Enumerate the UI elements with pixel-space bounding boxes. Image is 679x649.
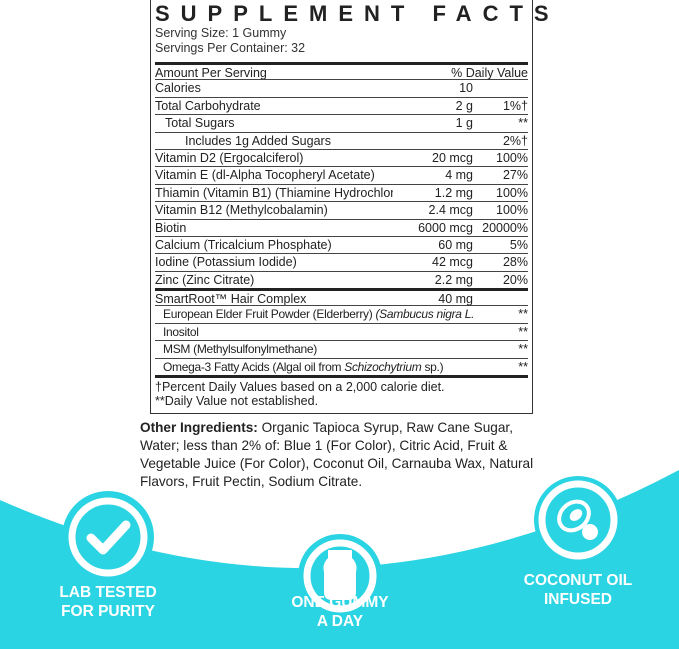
badge-gummy-circle bbox=[298, 534, 382, 618]
footnote-dv: †Percent Daily Values based on a 2,000 c… bbox=[155, 380, 445, 395]
nutrient-row: Iodine (Potassium Iodide) 42 mcg 28% bbox=[155, 253, 528, 270]
nutrient-row: Biotin 6000 mcg 20000% bbox=[155, 218, 528, 236]
dv-header: % Daily Value bbox=[451, 66, 528, 80]
complex-name: SmartRoot™ Hair Complex bbox=[155, 292, 307, 306]
nutrient-dv: 100% bbox=[496, 203, 528, 218]
badge-line: LAB TESTED bbox=[59, 584, 157, 601]
gummy-bear-icon bbox=[323, 550, 357, 600]
nutrient-amount: 6000 mcg bbox=[418, 220, 473, 235]
nutrient-amount: 42 mcg bbox=[432, 255, 473, 270]
nutrient-dv: 28% bbox=[502, 255, 528, 270]
complex-item-name: Inositol bbox=[163, 324, 199, 339]
badge-lab-tested-circle bbox=[62, 491, 154, 583]
nutrient-dv: 100% bbox=[496, 185, 528, 200]
badge-line: ONE GUMMY bbox=[291, 594, 389, 611]
complex-item-row: MSM (Methylsulfonylmethane) ** bbox=[155, 340, 528, 357]
nutrient-amount: 2.2 mg bbox=[434, 272, 473, 287]
complex-item-name: European Elder Fruit Powder (Elderberry)… bbox=[163, 307, 473, 322]
checkmark-icon bbox=[86, 520, 131, 555]
badge-line: A DAY bbox=[316, 613, 364, 630]
badge-coconut-circle bbox=[534, 476, 622, 564]
nutrient-row: Calories 10 bbox=[155, 79, 528, 96]
nutrient-amount bbox=[393, 133, 473, 149]
complex-item-row: Inositol ** bbox=[155, 322, 528, 340]
nutrient-row: Thiamin (Vitamin B1) (Thiamine Hydrochlo… bbox=[155, 183, 528, 201]
nutrient-amount: 1 g bbox=[455, 116, 473, 131]
nutrient-name: Thiamin (Vitamin B1) (Thiamine Hydrochlo… bbox=[155, 185, 393, 200]
servings-per-container: Servings Per Container: 32 bbox=[155, 41, 306, 55]
nutrient-name: Vitamin B12 (Methylcobalamin) bbox=[155, 203, 328, 218]
badge-coconut-oil: COCONUT OIL INFUSED bbox=[508, 571, 648, 609]
nutrient-row: Total Carbohydrate 2 g 1%† bbox=[155, 96, 528, 114]
nutrient-amount: 2 g bbox=[455, 98, 473, 113]
nutrient-name: Calories bbox=[155, 81, 201, 96]
nutrient-row: Calcium (Tricalcium Phosphate) 60 mg 5% bbox=[155, 235, 528, 253]
nutrient-name: Total Sugars bbox=[165, 116, 235, 131]
badge-line: FOR PURITY bbox=[61, 603, 155, 620]
other-ingredients-text: Organic Tapioca Syrup, Raw Cane Sugar, W… bbox=[140, 420, 534, 489]
nutrient-row: Vitamin B12 (Methylcobalamin) 2.4 mcg 100% bbox=[155, 201, 528, 218]
nutrient-dv: ** bbox=[518, 116, 528, 131]
complex-amount: 40 mg bbox=[438, 292, 473, 307]
nutrient-dv: 1%† bbox=[502, 98, 528, 113]
footnote-not-established: **Daily Value not established. bbox=[155, 394, 319, 409]
nutrient-amount: 60 mg bbox=[438, 237, 473, 252]
nutrient-amount: 10 bbox=[459, 81, 473, 96]
nutrient-name: Iodine (Potassium Iodide) bbox=[155, 255, 297, 270]
panel-title: SUPPLEMENT FACTS bbox=[155, 1, 560, 26]
nutrient-name: Zinc (Zinc Citrate) bbox=[155, 272, 255, 287]
complex-item-name: Omega-3 Fatty Acids (Algal oil from Schi… bbox=[163, 359, 444, 374]
coconut-icon bbox=[557, 499, 598, 540]
complex-item-dv: ** bbox=[518, 342, 528, 357]
other-ingredients-label: Other Ingredients: bbox=[140, 420, 258, 435]
badge-line: INFUSED bbox=[543, 591, 613, 608]
nutrient-dv: 100% bbox=[496, 150, 528, 165]
nutrient-amount: 1.2 mg bbox=[434, 185, 473, 200]
serving-size: Serving Size: 1 Gummy bbox=[155, 26, 287, 40]
nutrient-row: Vitamin E (dl-Alpha Tocopheryl Acetate) 4… bbox=[155, 166, 528, 183]
complex-item-row: Omega-3 Fatty Acids (Algal oil from Schi… bbox=[155, 357, 528, 375]
nutrient-amount: 2.4 mcg bbox=[428, 203, 473, 218]
badge-lab-tested: LAB TESTED FOR PURITY bbox=[48, 583, 168, 621]
nutrient-row: Vitamin D2 (Ergocalciferol) 20 mcg 100% bbox=[155, 148, 528, 166]
nutrient-row: Zinc (Zinc Citrate) 2.2 mg 20% bbox=[155, 270, 528, 288]
nutrient-name: Includes 1g Added Sugars bbox=[185, 133, 331, 148]
nutrient-dv: 2%† bbox=[502, 133, 528, 148]
nutrient-dv: 5% bbox=[509, 237, 528, 252]
complex-item-row: European Elder Fruit Powder (Elderberry)… bbox=[155, 305, 528, 322]
nutrient-dv: 27% bbox=[502, 168, 528, 183]
nutrient-dv: 20000% bbox=[482, 220, 528, 235]
header-row: Amount Per Serving % Daily Value bbox=[155, 62, 528, 80]
nutrient-dv: 20% bbox=[502, 272, 528, 287]
badge-one-gummy: ONE GUMMY A DAY bbox=[270, 593, 410, 631]
complex-row: SmartRoot™ Hair Complex 40 mg bbox=[155, 288, 528, 307]
complex-item-dv: ** bbox=[518, 359, 528, 374]
nutrient-amount: 20 mcg bbox=[432, 150, 473, 165]
supplement-facts-panel: SUPPLEMENT FACTS Serving Size: 1 Gummy S… bbox=[150, 0, 560, 414]
nutrient-name: Biotin bbox=[155, 220, 187, 235]
nutrient-name: Vitamin D2 (Ergocalciferol) bbox=[155, 150, 304, 165]
nutrient-amount: 4 mg bbox=[445, 168, 473, 183]
badge-line: COCONUT OIL bbox=[523, 572, 633, 589]
nutrient-name: Calcium (Tricalcium Phosphate) bbox=[155, 237, 332, 252]
nutrient-row: Includes 1g Added Sugars 2%† bbox=[155, 131, 528, 149]
nutrient-row: Total Sugars 1 g ** bbox=[155, 114, 528, 131]
nutrient-name: Vitamin E (dl-Alpha Tocopheryl Acetate) bbox=[155, 168, 375, 183]
complex-item-name: MSM (Methylsulfonylmethane) bbox=[163, 342, 317, 357]
other-ingredients: Other Ingredients: Organic Tapioca Syrup… bbox=[140, 419, 540, 491]
nutrient-dv bbox=[473, 80, 528, 96]
nutrient-name: Total Carbohydrate bbox=[155, 98, 261, 113]
complex-item-dv: ** bbox=[518, 324, 528, 339]
amount-header: Amount Per Serving bbox=[155, 66, 267, 80]
complex-item-dv: ** bbox=[518, 307, 528, 322]
